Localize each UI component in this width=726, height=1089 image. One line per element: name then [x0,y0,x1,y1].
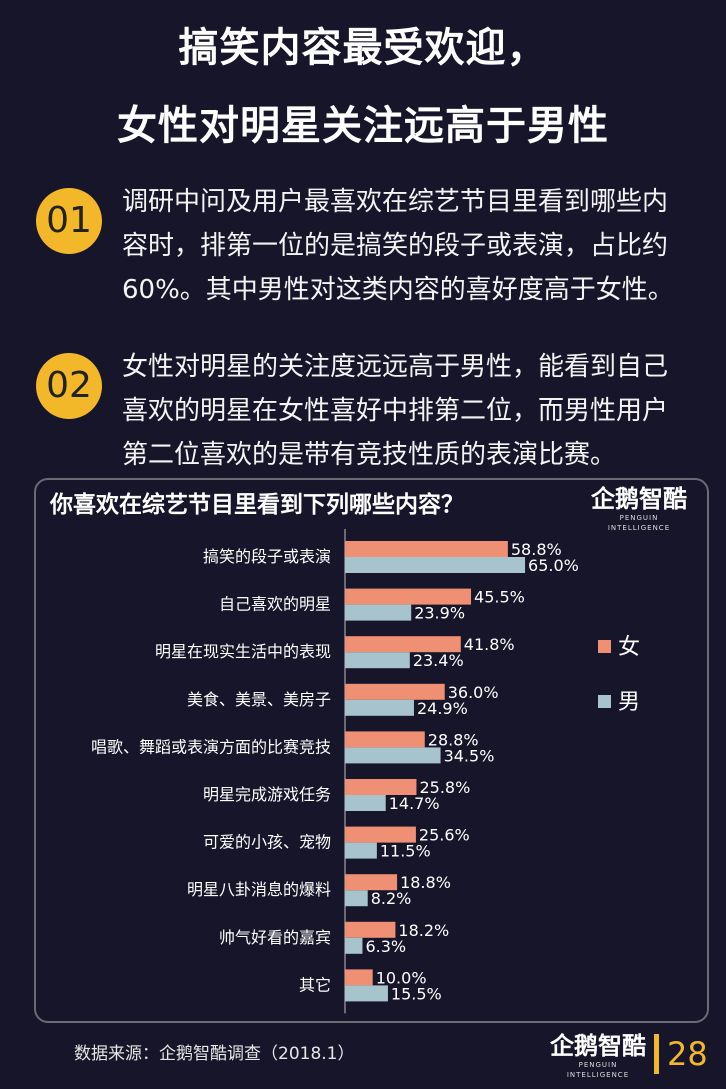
data-source: 数据来源：企鹅智酷调查（2018.1） [74,1044,355,1064]
category-label: 唱歌、舞蹈或表演方面的比赛竞技 [91,737,331,756]
logo-subtext: PENGUIN INTELLIGENCE [607,514,671,532]
footer-logo-subtext: PENGUIN INTELLIGENCE [566,1061,630,1079]
point-number-badge: 01 [36,188,102,254]
footer-logo-text: 企鹅智酷 [550,1032,646,1060]
bar-female [345,969,373,986]
bar-female [345,541,508,557]
category-label: 明星在现实生活中的表现 [155,642,331,661]
bar-male [345,937,363,954]
brand-logo: 企鹅智酷 PENGUIN INTELLIGENCE [589,485,689,533]
bar-male [345,604,412,621]
bar-female [345,731,425,748]
category-label: 搞笑的段子或表演 [203,547,331,566]
chart-panel: 你喜欢在综艺节目里看到下列哪些内容？ 企鹅智酷 PENGUIN INTELLIG… [34,478,709,1023]
page-title-line1: 搞笑内容最受欢迎， [178,25,548,71]
data-label: 36.0% [448,683,499,702]
category-label: 帅气好看的嘉宾 [219,928,331,947]
bar-male [345,890,368,907]
data-label: 6.3% [365,937,406,956]
category-label: 明星完成游戏任务 [203,785,331,804]
data-label: 34.5% [444,746,495,765]
data-label: 28.8% [428,730,479,749]
bar-female [345,921,396,938]
bar-female [345,636,461,653]
bar-male [345,842,377,859]
bar-male [345,985,388,1002]
data-label: 10.0% [376,968,427,987]
point-number-badge: 02 [36,353,102,419]
bar-female [345,779,417,795]
bar-female [345,874,398,891]
point-text: 调研中问及用户最喜欢在综艺节目里看到哪些内容时，排第一位的是搞笑的段子或表演，占… [122,187,674,305]
footer-divider [654,1034,659,1074]
category-label: 明星八卦消息的爆料 [187,880,331,899]
data-label: 18.2% [398,921,449,940]
bar-male [345,747,441,764]
data-label: 18.8% [400,873,451,892]
legend-label: 男 [618,690,640,715]
category-label: 可爱的小孩、宠物 [203,833,331,852]
data-label: 25.8% [419,778,470,797]
bar-female [345,826,416,843]
data-label: 15.5% [391,984,442,1003]
data-label: 8.2% [371,889,412,908]
category-label: 自己喜欢的明星 [219,595,331,614]
bar-male [345,557,526,573]
data-label: 45.5% [474,588,525,607]
legend-label: 女 [618,635,640,660]
category-label: 美食、美景、美房子 [187,690,331,709]
legend-swatch-male [598,695,611,708]
data-label: 24.9% [417,699,468,718]
category-label: 其它 [299,975,331,994]
data-label: 58.8% [511,540,562,559]
data-label: 25.6% [419,826,470,845]
bar-male [345,699,414,716]
data-label: 41.8% [464,635,515,654]
bar-female [345,683,445,700]
data-label: 65.0% [528,556,579,575]
chart-title: 你喜欢在综艺节目里看到下列哪些内容？ [50,492,464,518]
data-label: 11.5% [380,842,431,861]
data-label: 23.9% [414,604,465,623]
page-title-line2: 女性对明星关注远高于男性 [117,103,609,149]
data-label: 14.7% [389,794,440,813]
footer-logo: 企鹅智酷 PENGUIN INTELLIGENCE [548,1032,648,1080]
point-text: 女性对明星的关注度远远高于男性，能看到自己喜欢的明星在女性喜好中排第二位，而男性… [122,352,669,470]
legend-swatch-female [598,640,611,653]
bar-chart: 搞笑的段子或表演 58.8%65.0% 自己喜欢的明星 45.5% 23.9% 明星在现实… [91,529,640,1014]
bar-female [345,588,472,605]
bar-male [345,652,410,669]
bar-male [345,795,386,811]
logo-text: 企鹅智酷 [591,485,687,513]
page-number: 28 [667,1035,708,1073]
data-label: 23.4% [413,651,464,670]
